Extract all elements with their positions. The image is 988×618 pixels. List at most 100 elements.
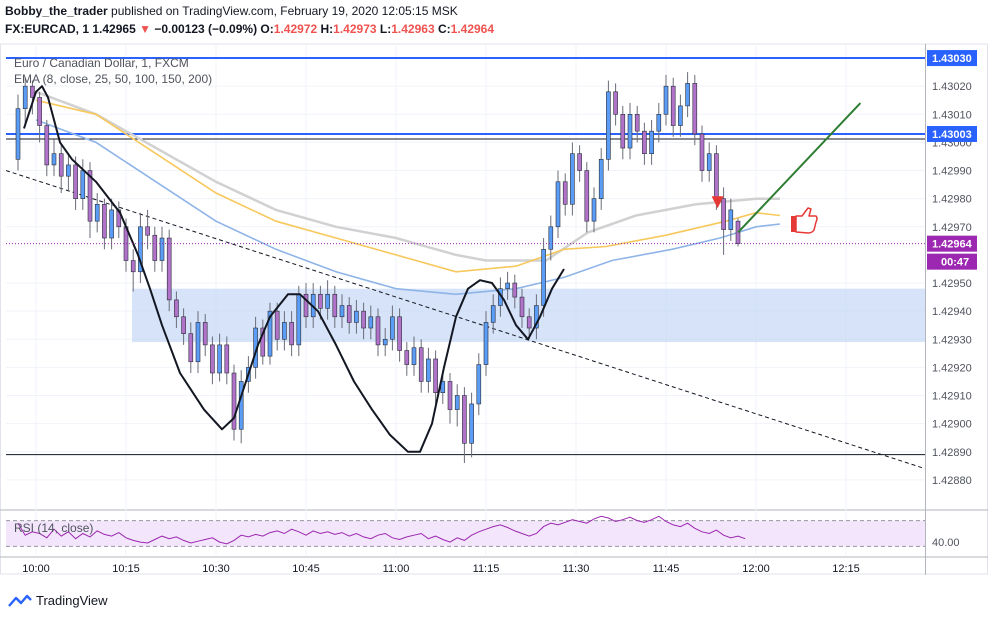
candle bbox=[656, 114, 662, 132]
high-value: 1.42973 bbox=[333, 22, 377, 36]
candle bbox=[152, 234, 158, 261]
price-tag bbox=[927, 50, 977, 67]
candle bbox=[462, 395, 467, 444]
candle bbox=[289, 322, 294, 346]
candle bbox=[728, 209, 734, 230]
candle bbox=[231, 372, 237, 430]
candle bbox=[195, 322, 201, 363]
candle bbox=[519, 296, 525, 318]
instrument-legend: Euro / Canadian Dollar, 1, FXCM bbox=[14, 56, 189, 70]
candle bbox=[505, 282, 510, 289]
candle bbox=[354, 310, 359, 323]
candle bbox=[649, 130, 654, 154]
candle bbox=[721, 198, 726, 230]
candle bbox=[282, 322, 287, 340]
hand-drawn-pattern-curve bbox=[23, 85, 565, 453]
price-axis-label: 1.42970 bbox=[932, 222, 972, 234]
price-axis-label: 1.43010 bbox=[932, 109, 972, 121]
candle bbox=[30, 85, 35, 98]
candle bbox=[145, 226, 150, 236]
candle bbox=[620, 114, 626, 149]
time-axis-label: 10:00 bbox=[22, 563, 50, 575]
candle bbox=[548, 226, 554, 250]
candle bbox=[51, 153, 57, 166]
candle bbox=[109, 209, 114, 239]
candle bbox=[426, 358, 431, 382]
candle bbox=[296, 293, 302, 346]
candle bbox=[685, 83, 690, 107]
symbol: FX:EURCAD, 1 bbox=[5, 22, 90, 36]
candle bbox=[678, 105, 683, 126]
low-label: L: bbox=[379, 22, 392, 36]
rsi-legend: RSI (14, close) bbox=[14, 521, 94, 535]
time-axis-label: 11:30 bbox=[563, 563, 590, 575]
candle bbox=[670, 85, 676, 126]
candle bbox=[303, 293, 309, 318]
candle bbox=[526, 316, 532, 329]
candle bbox=[577, 153, 582, 171]
candle bbox=[274, 310, 280, 340]
candle bbox=[699, 133, 705, 171]
candle bbox=[512, 282, 518, 298]
candle bbox=[37, 97, 42, 126]
close-value: 1.42964 bbox=[450, 22, 495, 36]
candle bbox=[483, 322, 489, 365]
candle bbox=[375, 316, 381, 346]
candle bbox=[346, 305, 352, 323]
price-axis-label: 1.42900 bbox=[932, 419, 972, 431]
candle bbox=[87, 170, 93, 222]
candle bbox=[166, 237, 172, 301]
ema-line-3 bbox=[35, 119, 781, 296]
high-label: H: bbox=[320, 22, 334, 36]
rsi-line bbox=[17, 515, 746, 545]
candle bbox=[613, 91, 618, 115]
candle bbox=[174, 299, 179, 318]
author-name[interactable]: Bobby_the_trader bbox=[5, 4, 108, 18]
ema-line-2 bbox=[35, 99, 781, 273]
price-axis-label: 1.42980 bbox=[932, 194, 972, 206]
price-tag-label: 1.43003 bbox=[932, 129, 972, 141]
price-tag-label: 1.42964 bbox=[932, 239, 973, 251]
candle bbox=[159, 237, 165, 261]
countdown-tag bbox=[927, 253, 977, 270]
support-zone bbox=[132, 288, 925, 343]
candle bbox=[706, 153, 712, 171]
dashed-trend-line bbox=[5, 170, 926, 470]
candle bbox=[397, 316, 402, 351]
candle bbox=[476, 364, 482, 405]
price-axis-label: 1.43020 bbox=[932, 81, 972, 93]
candle bbox=[634, 114, 640, 132]
price-tag bbox=[927, 235, 977, 252]
tradingview-icon bbox=[8, 594, 32, 607]
quote-line: FX:EURCAD, 1 1.42965 ▼ −0.00123 (−0.09%)… bbox=[5, 22, 494, 36]
low-value: 1.42963 bbox=[391, 22, 435, 36]
tradingview-logo[interactable]: TradingView bbox=[8, 593, 108, 608]
candle bbox=[130, 260, 136, 273]
candle bbox=[188, 333, 194, 363]
candle bbox=[224, 344, 230, 374]
candle bbox=[454, 395, 460, 410]
candle bbox=[382, 338, 388, 346]
candle bbox=[332, 293, 338, 318]
close-label: C: bbox=[437, 22, 451, 36]
countdown-label: 00:47 bbox=[941, 257, 969, 269]
time-axis-label: 10:15 bbox=[112, 563, 140, 575]
candle bbox=[390, 316, 395, 340]
candle bbox=[411, 347, 417, 365]
candle bbox=[58, 153, 64, 177]
publish-line: Bobby_the_trader published on TradingVie… bbox=[5, 4, 458, 18]
candle bbox=[714, 153, 719, 199]
time-axis-label: 11:45 bbox=[653, 563, 680, 575]
candle bbox=[692, 83, 698, 135]
candle bbox=[598, 158, 604, 199]
candle bbox=[361, 310, 366, 329]
time-axis-label: 11:15 bbox=[473, 563, 500, 575]
price-axis-label: 1.42950 bbox=[932, 278, 972, 290]
green-trend-line bbox=[737, 102, 862, 234]
candle bbox=[267, 310, 273, 357]
publish-info: published on TradingView.com, February 1… bbox=[111, 4, 458, 18]
candle bbox=[570, 153, 575, 205]
candle bbox=[210, 344, 215, 374]
candle bbox=[102, 203, 107, 239]
